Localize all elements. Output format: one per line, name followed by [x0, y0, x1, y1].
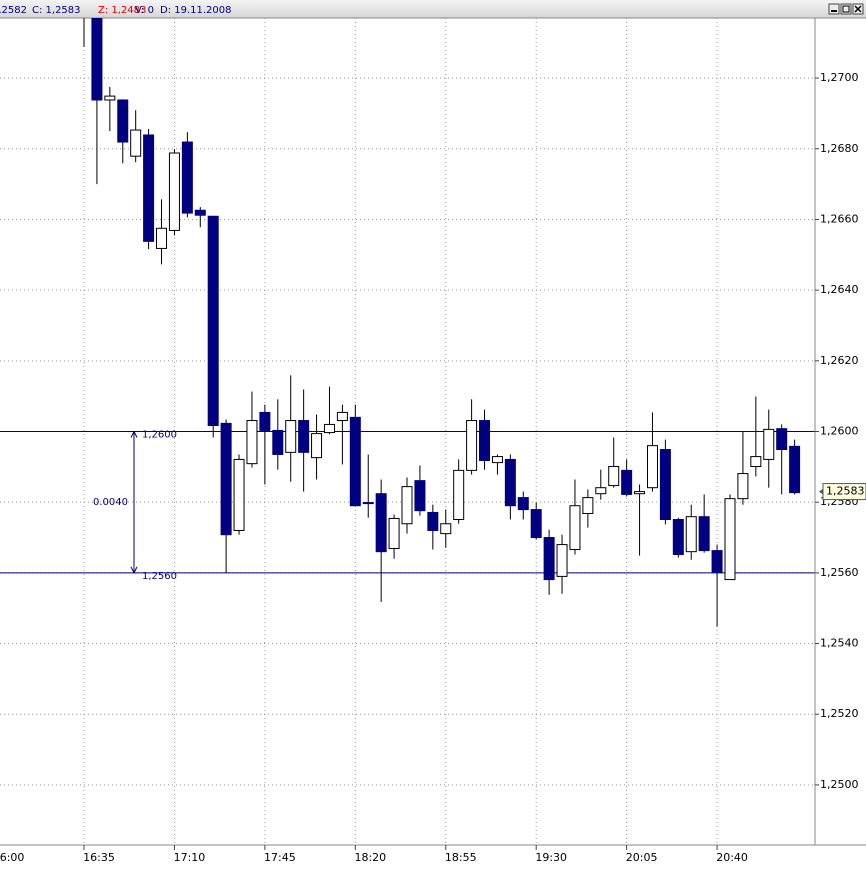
- x-tick-label: 18:55: [445, 851, 477, 864]
- plot: 1,2600 1,2560 0.0040: [0, 18, 815, 627]
- x-tick-label: 18:20: [354, 851, 386, 864]
- candle-body: [311, 433, 323, 459]
- candle-body: [194, 209, 206, 216]
- candle-body: [621, 469, 633, 495]
- candle-body: [233, 458, 245, 531]
- candle-body: [479, 420, 491, 461]
- x-tick-label: 16:00: [0, 851, 24, 864]
- candle-body: [388, 517, 400, 549]
- candle-body: [530, 509, 542, 539]
- candle-body: [349, 416, 361, 507]
- candle-body: [517, 497, 529, 511]
- y-tick-label: 1,2520: [820, 707, 859, 720]
- candle-body: [698, 516, 710, 552]
- y-tick-label: 1,2540: [820, 637, 859, 650]
- candle-body: [130, 129, 142, 157]
- info-field: Z: 1,2483: [98, 5, 146, 16]
- y-tick-label: 1,2640: [820, 283, 859, 296]
- candle-body: [763, 428, 775, 460]
- candle-body: [776, 428, 788, 451]
- info-field: C: 1,2583: [32, 5, 81, 16]
- candle-body: [789, 445, 801, 494]
- candle-body: [143, 134, 155, 242]
- horizontal-line-label: 1,2600: [142, 430, 177, 441]
- candle-body: [272, 429, 284, 455]
- y-tick-label: 1,2660: [820, 212, 859, 225]
- candle-body: [466, 420, 478, 471]
- measure-label: 0.0040: [93, 497, 128, 508]
- x-tick-label: 20:40: [716, 851, 748, 864]
- maximize-icon: [842, 5, 850, 13]
- candle-body: [504, 458, 516, 507]
- info-field: 1,2582: [0, 5, 27, 16]
- candle-body: [181, 141, 193, 214]
- candle-body: [569, 505, 581, 551]
- candle-body: [750, 456, 762, 467]
- x-tick-label: 17:45: [264, 851, 296, 864]
- x-tick-label: 16:35: [83, 851, 115, 864]
- candle-body: [711, 550, 723, 574]
- x-tick-label: 20:05: [626, 851, 658, 864]
- candle-body: [737, 473, 749, 500]
- candle-body: [259, 411, 271, 431]
- minimize-button[interactable]: [828, 3, 840, 15]
- candle-body: [582, 497, 594, 514]
- candle-body: [453, 469, 465, 521]
- y-tick-label: 1,2620: [820, 354, 859, 367]
- y-tick-label: 1,2700: [820, 71, 859, 84]
- candle-body: [298, 420, 310, 453]
- close-icon: [854, 5, 862, 13]
- last-price-label: 1,2583: [826, 485, 865, 498]
- window-buttons[interactable]: [828, 3, 864, 15]
- horizontal-line-label: 1,2560: [142, 571, 177, 582]
- candle-body: [246, 420, 258, 465]
- x-tick-label: 17:10: [174, 851, 206, 864]
- measure-arrow: [130, 430, 138, 574]
- candle-body: [595, 487, 607, 495]
- candle-body: [156, 227, 168, 249]
- candle-body: [659, 449, 671, 521]
- candle-body: [634, 491, 646, 495]
- last-price-pointer: [819, 488, 823, 495]
- candle-body: [168, 152, 180, 231]
- candle-body: [220, 422, 232, 536]
- candle-body: [491, 456, 503, 464]
- y-tick-label: 1,2500: [820, 778, 859, 791]
- candle-body: [375, 493, 387, 553]
- x-tick-label: 19:30: [535, 851, 567, 864]
- candle-body: [608, 465, 620, 487]
- info-field: D: 19.11.2008: [160, 5, 232, 16]
- candle-body: [543, 537, 555, 581]
- candle-body: [427, 511, 439, 531]
- candle-body: [556, 544, 568, 577]
- candle-body: [672, 519, 684, 555]
- candle-body: [440, 523, 452, 535]
- candle-body: [336, 411, 348, 422]
- candle-body: [285, 420, 297, 453]
- candle-body: [414, 480, 426, 512]
- y-tick-label: 1,2600: [820, 425, 859, 438]
- candle-body: [685, 516, 697, 553]
- y-tick-label: 1,2560: [820, 566, 859, 579]
- info-field: V: 0: [135, 5, 154, 16]
- candle-body: [724, 498, 736, 581]
- candle-body: [323, 423, 335, 434]
- candle-body: [646, 445, 658, 489]
- y-tick-label: 1,2680: [820, 142, 859, 155]
- candle-body: [207, 215, 219, 426]
- maximize-button[interactable]: [840, 3, 852, 15]
- candle-body: [401, 486, 413, 525]
- axes: 1,25001,25201,25401,25601,25801,26001,26…: [0, 71, 866, 864]
- candle-body: [362, 502, 374, 505]
- candle-body: [117, 99, 129, 143]
- candle-body: [104, 95, 116, 101]
- candle-body: [91, 18, 103, 101]
- info-bar: [0, 0, 866, 18]
